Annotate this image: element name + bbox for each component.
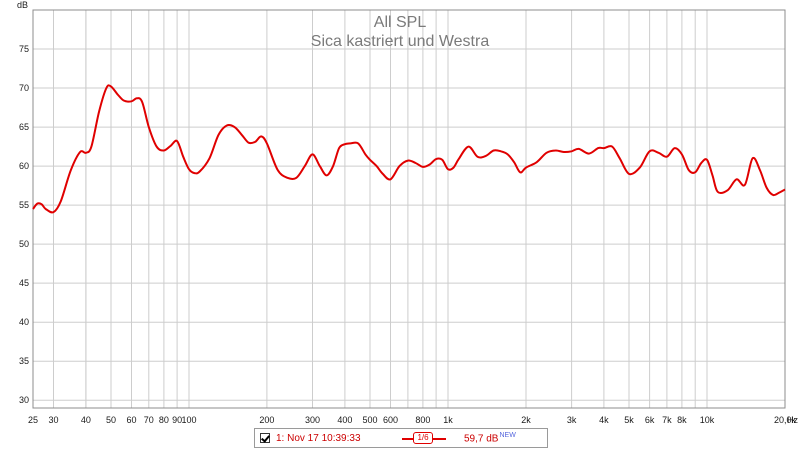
x-tick-label: 800 [415,415,430,425]
legend-box: 1: Nov 17 10:39:33 1/6 59,7 dBNEW [254,428,548,448]
x-tick-label: 60 [126,415,136,425]
x-tick-label: 70 [144,415,154,425]
x-tick-label: 5k [624,415,634,425]
y-tick-label: 35 [19,356,29,366]
x-tick-label: 8k [677,415,687,425]
x-tick-label: 500 [362,415,377,425]
x-unit-label: Hz [787,415,798,425]
x-tick-label: 600 [383,415,398,425]
x-tick-label: 300 [305,415,320,425]
x-tick-label: 90 [172,415,182,425]
x-tick-label: 4k [599,415,609,425]
x-tick-label: 6k [645,415,655,425]
y-tick-labels: 30 35 40 45 50 55 60 65 70 75 [19,44,29,405]
series-line-swatch[interactable]: 1/6 [402,432,446,444]
legend-value-text: 59,7 dB [464,433,499,445]
plot-frame [32,9,786,409]
y-tick-label: 50 [19,239,29,249]
new-badge: NEW [499,431,516,439]
y-tick-label: 45 [19,278,29,288]
y-tick-label: 55 [19,200,29,210]
x-tick-label: 7k [662,415,672,425]
spl-series-line [32,84,786,214]
legend-entry-label[interactable]: 1: Nov 17 10:39:33 [276,432,361,444]
y-unit-label: dB [17,0,28,10]
x-tick-label: 400 [337,415,352,425]
smoothing-indicator[interactable]: 1/6 [413,432,433,444]
x-tick-label: 40 [81,415,91,425]
x-tick-label: 3k [567,415,577,425]
x-tick-label: 100 [181,415,196,425]
y-tick-label: 40 [19,317,29,327]
x-tick-label: 2k [521,415,531,425]
x-tick-label: 10k [700,415,715,425]
series-layer [32,84,786,214]
x-tick-label: 80 [159,415,169,425]
chart-subtitle: Sica kastriert und Westra [311,33,490,50]
y-tick-label: 60 [19,161,29,171]
x-tick-label: 50 [106,415,116,425]
legend-value: 59,7 dBNEW [464,432,516,444]
x-tick-label: 30 [48,415,58,425]
x-tick-label: 200 [259,415,274,425]
y-tick-label: 30 [19,395,29,405]
y-tick-label: 75 [19,44,29,54]
x-tick-label: 1k [443,415,453,425]
x-tick-label: 20,0k [774,415,797,425]
grid-lines [33,10,785,408]
y-tick-label: 70 [19,83,29,93]
series-visibility-checkbox[interactable] [260,433,270,443]
y-tick-label: 65 [19,122,29,132]
chart-title: All SPL [374,14,427,31]
x-tick-labels: 25 30 40 50 60 70 80 90 100 200 300 400 500 600 800 1k 2… [28,415,797,425]
x-tick-label: 25 [28,415,38,425]
